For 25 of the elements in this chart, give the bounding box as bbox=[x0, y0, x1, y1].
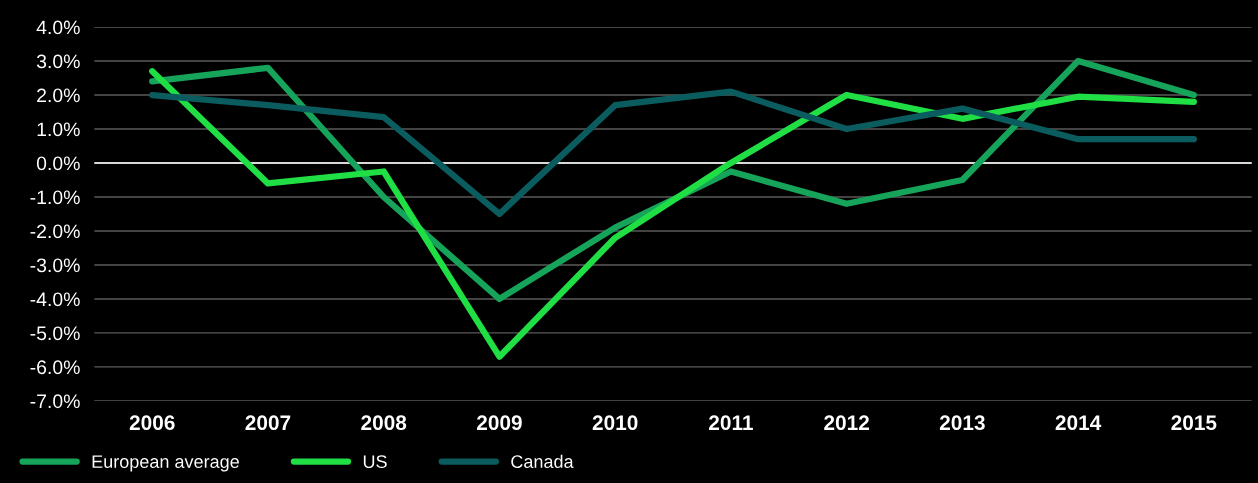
x-tick-label: 2011 bbox=[709, 415, 753, 431]
x-tick-label: 2012 bbox=[824, 415, 869, 431]
y-tick-label: -6.0% bbox=[30, 360, 80, 375]
y-tick-label: -4.0% bbox=[30, 292, 80, 307]
x-tick-label: 2014 bbox=[1055, 415, 1102, 431]
y-tick-label: -2.0% bbox=[30, 224, 80, 239]
legend-label: Canada bbox=[511, 454, 574, 469]
y-tick-label: 0.0% bbox=[36, 156, 80, 171]
legend-label: US bbox=[363, 455, 387, 469]
y-tick-label: -3.0% bbox=[30, 258, 80, 273]
x-tick-label: 2007 bbox=[245, 415, 291, 431]
y-tick-label: 2.0% bbox=[37, 88, 80, 103]
y-tick-label: 1.0% bbox=[37, 122, 80, 137]
y-tick-label: 3.0% bbox=[36, 54, 80, 69]
x-tick-label: 2013 bbox=[939, 415, 985, 431]
x-tick-label: 2009 bbox=[476, 415, 522, 431]
x-tick-label: 2008 bbox=[361, 415, 407, 431]
x-tick-label: 2010 bbox=[592, 415, 638, 431]
y-tick-label: -1.0% bbox=[30, 190, 80, 205]
x-tick-label: 2006 bbox=[129, 415, 175, 431]
x-tick-label: 2015 bbox=[1171, 415, 1217, 431]
y-tick-label: -7.0% bbox=[30, 394, 80, 409]
legend-label: European average bbox=[92, 455, 239, 472]
y-tick-label: 4.0% bbox=[36, 20, 80, 35]
y-tick-label: -5.0% bbox=[30, 326, 80, 341]
